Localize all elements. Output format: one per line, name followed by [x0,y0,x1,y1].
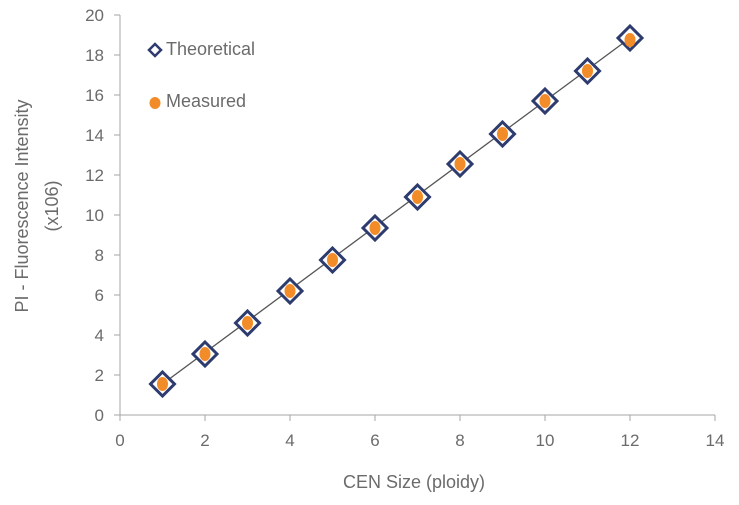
x-tick-label: 2 [200,431,209,450]
measured-point [242,316,253,330]
measured-point [454,157,466,171]
y-axis-title-line-1: PI - Fluorescence Intensity [12,99,32,312]
y-tick-label: 4 [95,326,104,345]
measured-point [412,190,423,204]
measured-point [497,127,508,141]
y-tick-label: 16 [85,86,104,105]
measured-point [327,253,338,267]
x-tick-label: 10 [536,431,555,450]
legend-marker-measured [149,97,161,109]
x-tick-label: 12 [621,431,640,450]
x-tick-label: 14 [706,431,725,450]
y-tick-label: 8 [95,246,104,265]
x-tick-label: 0 [115,431,124,450]
x-tick-label: 8 [455,431,464,450]
measured-point [624,33,636,47]
legend-item-measured: Measured [149,91,246,111]
legend-marker-theoretical [147,42,163,58]
legend-label-theoretical: Theoretical [166,39,255,59]
axes: 0 2 4 6 8 10 12 14 16 18 20 0 2 4 6 8 10 12 14 [85,6,724,450]
legend-item-theoretical: Theoretical [147,39,255,59]
measured-point [199,347,211,361]
y-tick-label: 6 [95,286,104,305]
trendline [162,37,631,385]
measured-point [157,377,168,391]
x-tick-label: 6 [370,431,379,450]
legend-label-measured: Measured [166,91,246,111]
y-tick-label: 0 [95,406,104,425]
x-axis-title: CEN Size (ploidy) [343,472,485,492]
measured-point [284,284,296,298]
y-tick-label: 20 [85,6,104,25]
y-tick-label: 10 [85,206,104,225]
trendline-layer [162,37,631,385]
y-tick-label: 12 [85,166,104,185]
axis-titles: CEN Size (ploidy) PI - Fluorescence Inte… [12,99,485,492]
y-tick-label: 2 [95,366,104,385]
data-points [148,23,645,399]
measured-point [369,221,381,235]
y-axis-title-line-2: (x106) [42,180,62,231]
y-tick-label: 14 [85,126,104,145]
legend: Theoretical Measured [147,39,255,111]
y-tick-label: 18 [85,46,104,65]
measured-point [582,64,593,78]
x-tick-label: 4 [285,431,294,450]
measured-point [539,94,551,108]
